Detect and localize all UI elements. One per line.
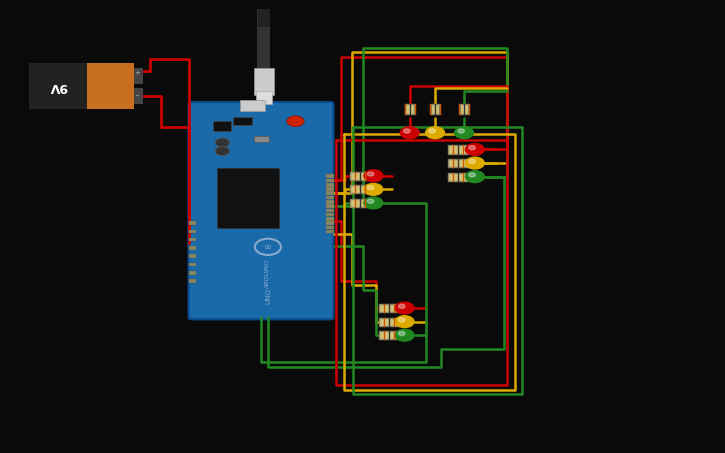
Text: 9V: 9V bbox=[49, 80, 67, 92]
Bar bbox=[326, 213, 334, 217]
FancyBboxPatch shape bbox=[379, 331, 399, 339]
Circle shape bbox=[368, 199, 374, 203]
Circle shape bbox=[469, 159, 476, 164]
FancyBboxPatch shape bbox=[405, 104, 414, 114]
Circle shape bbox=[395, 316, 414, 328]
Bar bbox=[326, 187, 334, 191]
Circle shape bbox=[399, 332, 405, 336]
Bar bbox=[188, 279, 196, 283]
FancyBboxPatch shape bbox=[448, 159, 468, 167]
Bar bbox=[326, 196, 334, 199]
Bar bbox=[233, 117, 252, 125]
Circle shape bbox=[455, 127, 473, 139]
Circle shape bbox=[395, 329, 414, 341]
Bar bbox=[134, 88, 143, 104]
FancyBboxPatch shape bbox=[431, 104, 439, 114]
Bar bbox=[326, 179, 334, 183]
Bar bbox=[217, 168, 279, 228]
Bar bbox=[326, 183, 334, 187]
FancyBboxPatch shape bbox=[448, 173, 468, 181]
Circle shape bbox=[429, 129, 436, 133]
Bar bbox=[258, 9, 270, 27]
Circle shape bbox=[469, 173, 476, 177]
Text: ARDUINO: ARDUINO bbox=[265, 260, 270, 289]
FancyBboxPatch shape bbox=[379, 318, 399, 326]
Bar bbox=[134, 68, 143, 84]
Circle shape bbox=[286, 116, 304, 127]
Circle shape bbox=[458, 129, 465, 133]
Circle shape bbox=[364, 197, 383, 209]
Circle shape bbox=[215, 146, 230, 155]
Bar bbox=[326, 217, 334, 221]
Bar bbox=[29, 63, 87, 109]
Bar bbox=[326, 226, 334, 229]
Bar bbox=[240, 100, 265, 111]
Circle shape bbox=[364, 170, 383, 182]
Circle shape bbox=[395, 302, 414, 314]
Circle shape bbox=[368, 172, 374, 176]
Circle shape bbox=[465, 157, 484, 169]
Circle shape bbox=[364, 183, 383, 195]
Bar bbox=[326, 208, 334, 212]
Bar bbox=[256, 91, 272, 104]
Circle shape bbox=[215, 138, 230, 147]
Bar bbox=[254, 136, 268, 141]
Bar bbox=[188, 246, 196, 250]
FancyBboxPatch shape bbox=[379, 304, 399, 312]
FancyBboxPatch shape bbox=[460, 104, 468, 114]
Circle shape bbox=[465, 171, 484, 183]
FancyBboxPatch shape bbox=[350, 185, 370, 193]
Bar bbox=[326, 192, 334, 195]
Text: UNO: UNO bbox=[265, 288, 271, 304]
FancyBboxPatch shape bbox=[350, 199, 370, 207]
Bar bbox=[188, 230, 196, 233]
Text: -: - bbox=[136, 92, 138, 101]
Circle shape bbox=[465, 144, 484, 155]
Circle shape bbox=[368, 186, 374, 190]
Text: ∞: ∞ bbox=[264, 242, 272, 252]
Bar bbox=[326, 174, 334, 178]
Circle shape bbox=[426, 127, 444, 139]
Bar bbox=[188, 271, 196, 275]
Circle shape bbox=[399, 304, 405, 308]
Bar bbox=[213, 121, 231, 131]
FancyBboxPatch shape bbox=[448, 145, 468, 154]
Circle shape bbox=[404, 129, 410, 133]
Bar bbox=[326, 230, 334, 233]
Bar bbox=[326, 200, 334, 204]
Bar bbox=[326, 204, 334, 208]
Text: +: + bbox=[134, 70, 140, 77]
Bar bbox=[254, 68, 274, 95]
Bar bbox=[87, 63, 134, 109]
Circle shape bbox=[400, 127, 419, 139]
Circle shape bbox=[399, 318, 405, 322]
Bar bbox=[188, 222, 196, 225]
FancyBboxPatch shape bbox=[350, 172, 370, 180]
Bar bbox=[188, 255, 196, 258]
Circle shape bbox=[469, 146, 476, 150]
FancyBboxPatch shape bbox=[188, 102, 334, 319]
Bar bbox=[188, 263, 196, 266]
Bar bbox=[257, 9, 270, 72]
Bar bbox=[326, 222, 334, 225]
Bar bbox=[188, 238, 196, 241]
